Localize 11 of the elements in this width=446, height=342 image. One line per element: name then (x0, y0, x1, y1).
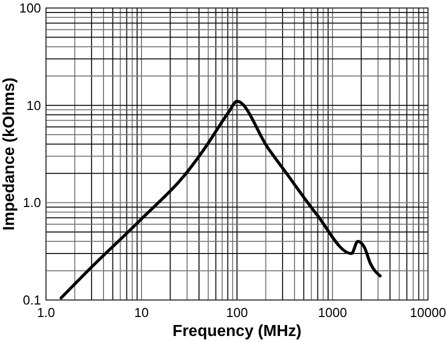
y-tick-label: 0.1 (22, 292, 41, 308)
x-axis-title: Frequency (MHz) (172, 323, 302, 340)
x-tick-label: 1.0 (36, 305, 56, 320)
x-tick-label: 10 (134, 305, 149, 320)
y-tick-label: 1.0 (22, 195, 41, 210)
y-axis-title: Impedance (kOhms) (1, 78, 18, 230)
y-tick-label: 100 (19, 0, 41, 16)
x-tick-label: 100 (226, 305, 248, 320)
x-tick-label: 10000 (410, 305, 446, 320)
y-tick-label: 10 (26, 98, 41, 113)
x-tick-label: 1000 (318, 305, 347, 320)
